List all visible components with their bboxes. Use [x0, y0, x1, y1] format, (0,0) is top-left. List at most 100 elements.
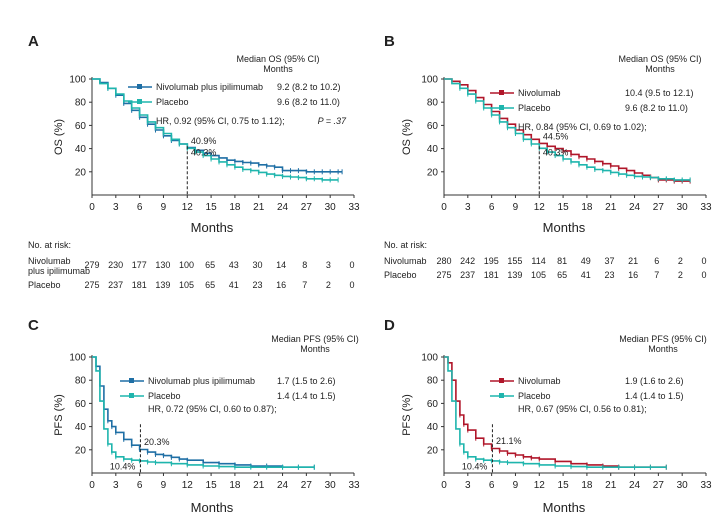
- x-tick-label: 3: [113, 202, 119, 213]
- at-risk-value: 21: [628, 256, 638, 266]
- y-tick-label: 20: [427, 445, 439, 456]
- landmark-label: 40.3%: [543, 148, 569, 158]
- at-risk-value: 2: [678, 270, 683, 280]
- x-tick-label: 30: [325, 480, 337, 491]
- at-risk-value: 195: [484, 256, 499, 266]
- legend-entry-median: 10.4 (9.5 to 12.1): [625, 88, 694, 98]
- legend-title: Median OS (95% CI): [618, 54, 701, 64]
- y-tick-label: 20: [75, 445, 87, 456]
- at-risk-value: 230: [108, 260, 123, 270]
- at-risk-value: 279: [84, 260, 99, 270]
- x-tick-label: 33: [348, 480, 360, 491]
- legend-marker: [499, 105, 504, 110]
- legend-entry-name: Nivolumab: [518, 88, 561, 98]
- at-risk-value: 23: [604, 270, 614, 280]
- landmark-label: 44.5%: [543, 131, 569, 141]
- legend-subtitle: Months: [648, 344, 678, 354]
- x-tick-label: 27: [653, 480, 665, 491]
- legend-entry-median: 1.4 (1.4 to 1.5): [625, 391, 684, 401]
- x-tick-label: 12: [182, 480, 194, 491]
- legend-entry-median: 1.4 (1.4 to 1.5): [277, 391, 336, 401]
- y-tick-label: 60: [75, 399, 87, 410]
- y-tick-label: 40: [75, 422, 87, 433]
- x-tick-label: 0: [441, 202, 447, 213]
- at-risk-value: 0: [349, 280, 354, 290]
- landmark-label: 10.4%: [462, 462, 488, 472]
- at-risk-value: 105: [531, 270, 546, 280]
- x-tick-label: 33: [700, 202, 712, 213]
- y-tick-label: 100: [69, 75, 86, 86]
- at-risk-value: 181: [484, 270, 499, 280]
- y-tick-label: 100: [69, 353, 86, 364]
- legend-marker: [129, 393, 134, 398]
- x-tick-label: 18: [581, 480, 593, 491]
- at-risk-value: 2: [326, 280, 331, 290]
- at-risk-row-label: Nivolumab: [384, 256, 427, 266]
- x-tick-label: 9: [513, 202, 519, 213]
- panel-d: D 0 3 6 9 12 15 18 21 24 27 30 33 20 40 60 80 100 PFS (%) M…: [384, 317, 712, 515]
- x-tick-label: 0: [89, 480, 95, 491]
- y-axis-label: PFS (%): [401, 394, 413, 436]
- x-tick-label: 30: [677, 202, 689, 213]
- at-risk-value: 280: [436, 256, 451, 266]
- at-risk-value: 8: [302, 260, 307, 270]
- y-tick-label: 20: [75, 167, 87, 178]
- x-tick-label: 9: [161, 202, 167, 213]
- at-risk-value: 14: [276, 260, 286, 270]
- legend-entry-median: 9.6 (8.2 to 11.0): [277, 97, 340, 107]
- landmark-label: 10.4%: [110, 462, 136, 472]
- legend-entry-median: 9.6 (8.2 to 11.0): [625, 103, 688, 113]
- legend-entry-median: 1.9 (1.6 to 2.6): [625, 376, 684, 386]
- y-axis-label: OS (%): [53, 119, 65, 155]
- y-axis-label: PFS (%): [53, 394, 65, 436]
- legend-entry-median: 1.7 (1.5 to 2.6): [277, 376, 336, 386]
- at-risk-value: 23: [252, 280, 262, 290]
- hazard-ratio: HR, 0.92 (95% CI, 0.75 to 1.12);: [156, 116, 285, 126]
- legend-marker: [129, 378, 134, 383]
- at-risk-value: 41: [229, 280, 239, 290]
- legend: Median OS (95% CI)Months Nivolumab 10.4 (9…: [490, 54, 702, 132]
- at-risk-value: 181: [132, 280, 147, 290]
- legend-marker: [499, 378, 504, 383]
- legend-marker: [137, 84, 142, 89]
- y-tick-label: 60: [427, 399, 439, 410]
- x-tick-label: 21: [605, 480, 617, 491]
- x-tick-label: 9: [161, 480, 167, 491]
- x-tick-label: 3: [465, 480, 471, 491]
- landmark-label: 21.1%: [496, 436, 522, 446]
- at-risk-value: 275: [436, 270, 451, 280]
- legend-subtitle: Months: [645, 64, 675, 74]
- at-risk-value: 16: [628, 270, 638, 280]
- legend-marker: [137, 99, 142, 104]
- x-tick-label: 0: [441, 480, 447, 491]
- at-risk-value: 65: [205, 260, 215, 270]
- hazard-ratio: HR, 0.67 (95% CI, 0.56 to 0.81);: [518, 404, 647, 414]
- x-tick-label: 24: [629, 480, 641, 491]
- at-risk-value: 155: [507, 256, 522, 266]
- panel-label: C: [28, 317, 39, 334]
- at-risk-value: 0: [701, 270, 706, 280]
- x-tick-label: 15: [206, 480, 218, 491]
- at-risk-value: 3: [326, 260, 331, 270]
- at-risk-value: 139: [155, 280, 170, 290]
- legend-entry-name: Placebo: [148, 391, 181, 401]
- at-risk-value: 30: [252, 260, 262, 270]
- y-tick-label: 80: [75, 98, 87, 109]
- y-tick-label: 40: [75, 144, 87, 155]
- legend-entry-name: Placebo: [156, 97, 189, 107]
- y-tick-label: 20: [427, 167, 439, 178]
- at-risk-value: 275: [84, 280, 99, 290]
- x-tick-label: 21: [605, 202, 617, 213]
- at-risk-row-label: Nivolumab: [28, 256, 71, 266]
- at-risk-value: 81: [557, 256, 567, 266]
- at-risk-value: 7: [302, 280, 307, 290]
- x-tick-label: 3: [113, 480, 119, 491]
- y-tick-label: 40: [427, 144, 439, 155]
- x-tick-label: 12: [182, 202, 194, 213]
- legend-subtitle: Months: [263, 64, 293, 74]
- x-tick-label: 6: [137, 202, 143, 213]
- legend: Median PFS (95% CI)Months Nivolumab 1.9 (1…: [490, 334, 707, 414]
